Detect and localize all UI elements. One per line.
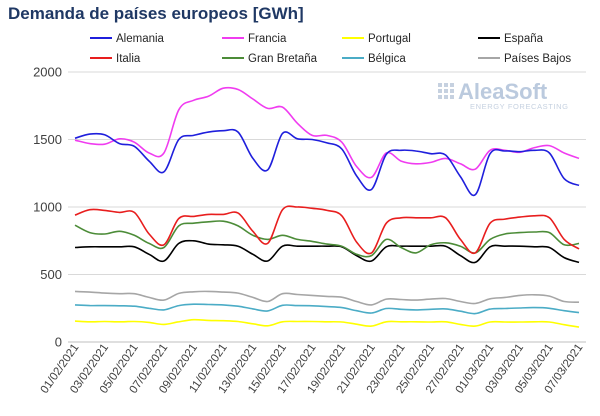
watermark-tagline: ENERGY FORECASTING <box>470 102 569 111</box>
legend-label: Alemania <box>116 33 165 45</box>
series-line-alemania <box>74 128 580 197</box>
gridlines <box>68 71 586 343</box>
aleasoft-logo-icon <box>438 83 454 99</box>
series-lines <box>74 86 580 328</box>
legend-item-alemania: Alemania <box>90 33 165 45</box>
series-line-belgica <box>74 303 580 315</box>
legend-label: Bélgica <box>368 53 406 65</box>
legend-item-francia: Francia <box>222 33 287 45</box>
legend: Alemania Francia Portugal España Italia Gran … <box>90 33 571 65</box>
legend-item-belgica: Bélgica <box>342 53 406 65</box>
aleasoft-watermark: AleaSoft ENERGY FORECASTING <box>438 79 569 111</box>
chart-title: Demanda de países europeos [GWh] <box>8 4 304 23</box>
legend-item-portugal: Portugal <box>342 33 411 45</box>
legend-label: Gran Bretaña <box>248 53 318 65</box>
legend-label: Portugal <box>368 33 411 45</box>
y-tick-label: 1000 <box>33 200 62 215</box>
legend-item-gran-bretana: Gran Bretaña <box>222 53 318 65</box>
series-line-paises-bajos <box>74 290 580 306</box>
series-line-portugal <box>74 318 580 328</box>
y-tick-label: 0 <box>55 335 62 350</box>
y-tick-label: 2000 <box>33 65 62 80</box>
watermark-brand: AleaSoft <box>458 79 548 104</box>
y-tick-label: 1500 <box>33 132 62 147</box>
series-line-espana <box>74 239 580 264</box>
x-axis-ticks: 01/02/202103/02/202105/02/202107/02/2021… <box>39 342 586 396</box>
series-line-italia <box>74 205 580 255</box>
legend-label: Italia <box>116 53 141 65</box>
legend-item-espana: España <box>478 33 544 45</box>
series-line-francia <box>74 86 580 179</box>
legend-item-italia: Italia <box>90 53 141 65</box>
legend-label: España <box>504 33 544 45</box>
legend-label: Países Bajos <box>504 53 571 65</box>
y-axis-ticks: 0 500 1000 1500 2000 <box>33 65 62 350</box>
legend-item-paises-bajos: Países Bajos <box>478 53 571 65</box>
y-tick-label: 500 <box>40 267 62 282</box>
series-line-gran-bretana <box>74 220 580 258</box>
legend-label: Francia <box>248 33 287 45</box>
